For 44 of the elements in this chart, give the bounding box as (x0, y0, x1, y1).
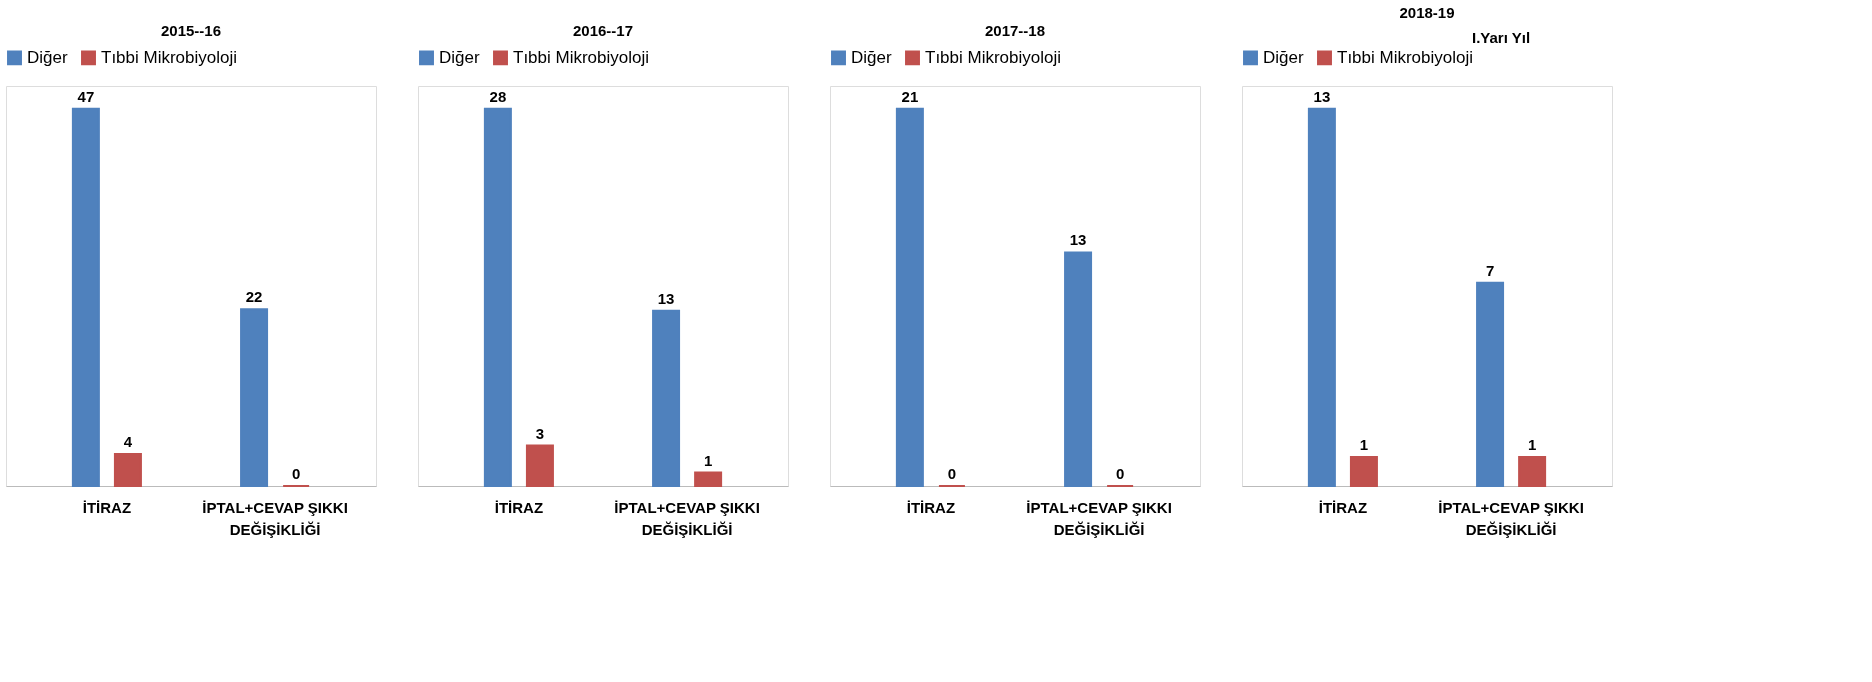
data-label: 4 (123, 432, 133, 450)
chart-title: 2016--17 (572, 22, 634, 39)
bar (652, 309, 681, 487)
data-label: 1 (1359, 435, 1369, 453)
bar (113, 452, 142, 487)
bar (525, 444, 554, 487)
legend-label: Diğer (1263, 47, 1304, 67)
legend-label: Diğer (27, 47, 68, 67)
legend-label: Diğer (851, 47, 892, 67)
legend-label: Tıbbi Mikrobiyoloji (513, 47, 650, 67)
chart-title: 2018-19 (1399, 4, 1455, 21)
bar (240, 308, 269, 487)
x-tick-label: İPTAL+CEVAP ŞIKKI DEĞİŞİKLİĞİ (1026, 498, 1172, 538)
data-label: 3 (535, 424, 545, 442)
x-tick-label: İTİRAZ (494, 498, 544, 516)
x-tick-label: İPTAL+CEVAP ŞIKKI DEĞİŞİKLİĞİ (614, 498, 760, 538)
data-label: 1 (1527, 435, 1537, 453)
chart-title: 2017--18 (984, 22, 1046, 39)
data-label: 7 (1485, 261, 1495, 279)
bar (71, 107, 100, 487)
x-tick-label: İTİRAZ (82, 498, 132, 516)
bar (694, 471, 723, 487)
legend-label: Diğer (439, 47, 480, 67)
text: I.Yarı Yıl (1472, 29, 1531, 46)
data-label: 28 (489, 87, 507, 105)
data-label: 0 (947, 465, 957, 482)
x-tick-label: İPTAL+CEVAP ŞIKKI DEĞİŞİKLİĞİ (202, 498, 348, 538)
data-label: 22 (245, 288, 263, 306)
legend-label: Tıbbi Mikrobiyoloji (925, 47, 1062, 67)
data-label: 1 (703, 451, 713, 469)
legend-label: Tıbbi Mikrobiyoloji (1337, 47, 1474, 67)
data-label: 47 (77, 87, 95, 105)
x-tick-label: İTİRAZ (1318, 498, 1368, 516)
chart-title: 2015--16 (160, 22, 222, 39)
bar (483, 107, 512, 487)
x-tick-label: İTİRAZ (906, 498, 956, 516)
data-label: 0 (1115, 465, 1125, 482)
data-label: 13 (1313, 87, 1331, 105)
data-label: 13 (657, 289, 675, 307)
data-label: 21 (901, 87, 919, 105)
data-label: 13 (1069, 231, 1087, 249)
data-label: 0 (291, 465, 301, 482)
legend-label: Tıbbi Mikrobiyoloji (101, 47, 238, 67)
x-tick-label: İPTAL+CEVAP ŞIKKI DEĞİŞİKLİĞİ (1438, 498, 1584, 538)
